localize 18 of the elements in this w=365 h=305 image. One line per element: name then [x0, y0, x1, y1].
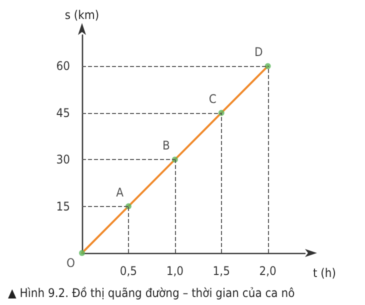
point: [79, 250, 85, 256]
annotation: C: [208, 92, 216, 106]
annotation: O: [66, 256, 75, 270]
text: ▲ Hình 9.2. Đồ thị quãng đường – thời gian của ca nô: [8, 286, 296, 300]
point: [264, 63, 271, 70]
annotation: A: [116, 185, 124, 200]
annotation: D: [254, 45, 263, 60]
x-axis-title: t (h): [313, 266, 336, 280]
y-tick-label: 15: [56, 199, 70, 214]
y-tick-label: 30: [56, 152, 70, 167]
x-tick-label: 1,5: [212, 264, 230, 278]
y-tick-label: 60: [56, 59, 70, 74]
y-axis-title: s (km): [64, 8, 100, 22]
x-tick-label: 2,0: [259, 264, 277, 278]
x-tick-label: 0,5: [120, 264, 138, 278]
annotation: B: [162, 138, 170, 153]
x-tick-label: 1,0: [166, 264, 184, 278]
y-tick-label: 45: [56, 106, 70, 120]
